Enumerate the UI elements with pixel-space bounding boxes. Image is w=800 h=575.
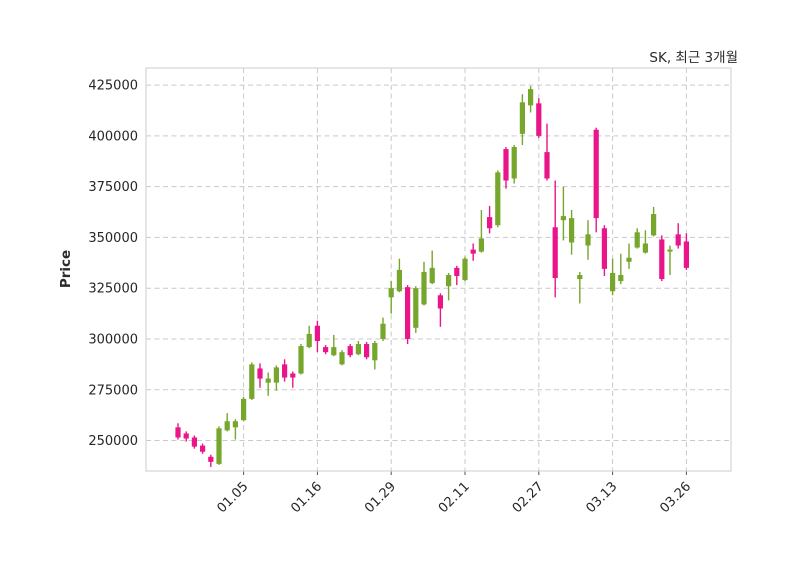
candle-body-down xyxy=(544,152,550,179)
candle-body-up xyxy=(249,364,255,399)
candle-body-down xyxy=(536,103,542,136)
candle-body-up xyxy=(626,257,632,262)
candle-body-up xyxy=(478,238,484,252)
y-tick-label: 325000 xyxy=(88,282,138,297)
candle-body-up xyxy=(265,378,271,383)
candle-body-up xyxy=(306,333,312,348)
x-tick-label: 03.13 xyxy=(584,479,621,516)
candle-body-up xyxy=(232,421,238,428)
candle-body-up xyxy=(380,323,386,339)
candle-body-up xyxy=(618,274,624,282)
chart-title: SK, 최근 3개월 xyxy=(649,50,738,66)
candle-body-up xyxy=(634,232,640,248)
candle-body-up xyxy=(355,344,361,355)
candle-body-up xyxy=(495,172,501,226)
candle-body-down xyxy=(683,241,689,268)
candle-body-up xyxy=(610,272,616,292)
candle-body-up xyxy=(528,89,534,106)
candle-body-down xyxy=(601,228,607,269)
y-tick-label: 250000 xyxy=(88,434,138,449)
candle-body-down xyxy=(593,129,599,219)
x-tick-label: 01.29 xyxy=(362,479,399,516)
candle-body-down xyxy=(257,368,263,379)
x-tick-label: 01.05 xyxy=(215,479,252,516)
candle-body-up xyxy=(667,249,673,252)
candle-body-down xyxy=(191,437,197,447)
candle-body-up xyxy=(216,428,222,464)
plot-border xyxy=(145,67,732,472)
candle-body-down xyxy=(208,456,214,462)
candle-body-down xyxy=(437,295,443,309)
candle-body-up xyxy=(224,421,230,431)
candle-body-down xyxy=(552,227,558,279)
candle-body-up xyxy=(339,352,345,365)
candle-body-down xyxy=(487,217,493,229)
candle-body-up xyxy=(429,267,435,284)
candle-body-up xyxy=(298,346,304,374)
y-tick-label: 375000 xyxy=(88,180,138,195)
candle-body-up xyxy=(577,274,583,280)
candle-body-up xyxy=(273,367,279,383)
candle-body-up xyxy=(560,216,566,221)
y-tick-label: 400000 xyxy=(88,129,138,144)
candle-body-up xyxy=(396,269,402,292)
candle-body-down xyxy=(659,239,665,280)
candle-body-down xyxy=(503,149,509,181)
candle-body-up xyxy=(421,271,427,305)
y-tick-label: 300000 xyxy=(88,332,138,347)
candle-body-down xyxy=(675,234,681,246)
candle-body-down xyxy=(347,346,353,356)
candle-body-down xyxy=(290,373,296,378)
candle-body-down xyxy=(323,347,329,353)
candle-body-down xyxy=(454,267,460,276)
candle-body-up xyxy=(388,288,394,298)
candle-body-up xyxy=(519,102,525,134)
y-tick-label: 350000 xyxy=(88,231,138,246)
y-tick-label: 425000 xyxy=(88,79,138,94)
candle-body-down xyxy=(314,325,320,341)
y-tick-label: 275000 xyxy=(88,383,138,398)
candle-body-down xyxy=(282,364,288,378)
candle-body-up xyxy=(331,347,337,356)
candle-body-up xyxy=(462,258,468,281)
candle-body-down xyxy=(200,445,206,452)
x-tick-label: 01.16 xyxy=(288,479,325,516)
candle-body-down xyxy=(183,433,189,439)
candle-body-up xyxy=(585,234,591,246)
candle-body-down xyxy=(364,344,370,358)
candle-body-down xyxy=(470,249,476,254)
candle-body-up xyxy=(446,274,452,287)
candle-body-up xyxy=(241,398,247,421)
candle-body-up xyxy=(642,243,648,253)
candle-body-up xyxy=(511,147,517,179)
candle-body-up xyxy=(413,288,419,328)
candle-body-down xyxy=(405,287,411,339)
x-tick-label: 03.26 xyxy=(657,479,694,516)
candle-body-up xyxy=(651,214,657,236)
candle-body-up xyxy=(372,343,378,361)
x-tick-label: 02.27 xyxy=(510,479,547,516)
candle-body-down xyxy=(175,427,181,438)
x-tick-label: 02.11 xyxy=(436,479,473,516)
candle-body-up xyxy=(569,218,575,243)
